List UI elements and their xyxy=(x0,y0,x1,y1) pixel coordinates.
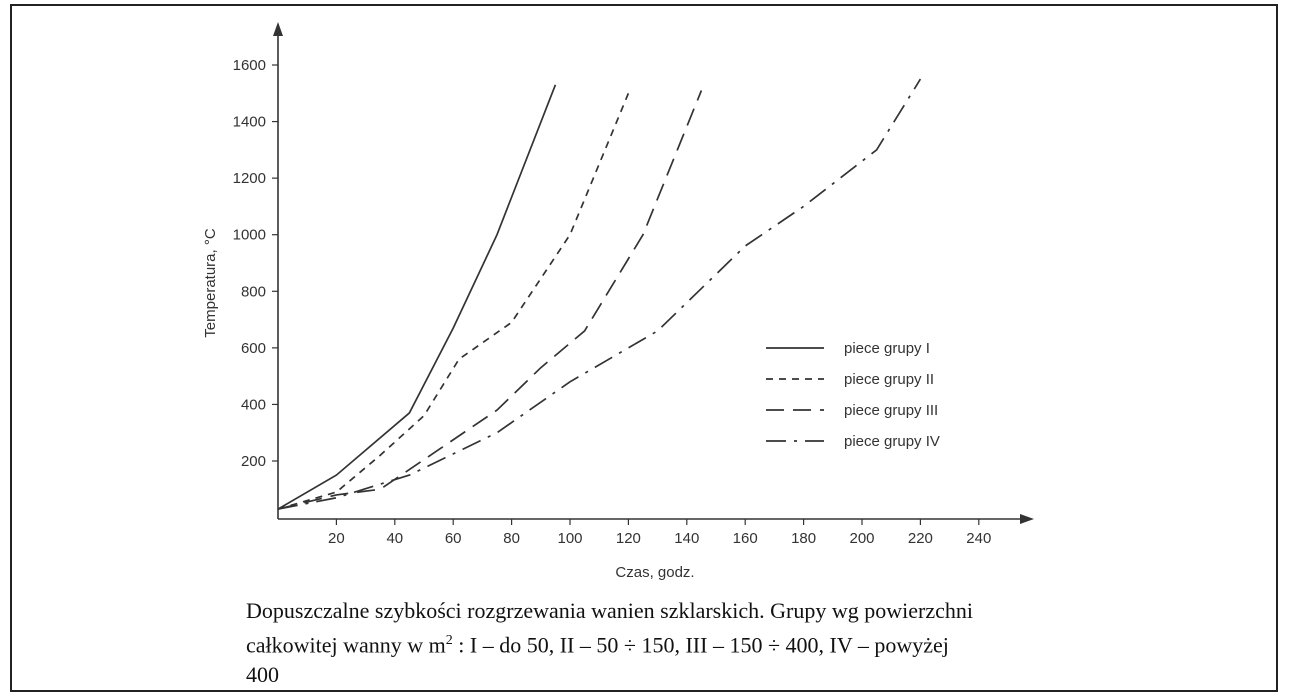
legend-label-2: piece grupy II xyxy=(844,371,934,388)
legend-label-1: piece grupy I xyxy=(844,340,930,357)
x-tick-label: 60 xyxy=(445,530,462,547)
caption-line-1: Dopuszczalne szybkości rozgrzewania wani… xyxy=(246,598,973,623)
y-tick-label: 1400 xyxy=(233,114,266,131)
x-tick-label: 220 xyxy=(908,530,933,547)
x-tick-label: 240 xyxy=(966,530,991,547)
y-axis-arrow xyxy=(273,22,283,36)
x-tick-label: 160 xyxy=(733,530,758,547)
y-tick-label: 1200 xyxy=(233,170,266,187)
x-axis-label: Czas, godz. xyxy=(615,564,694,581)
y-axis-label: Temperatura, °C xyxy=(202,228,219,338)
series-line-3 xyxy=(277,90,703,510)
caption-line-3: 400 xyxy=(246,662,279,688)
caption-superscript: 2 xyxy=(445,633,453,648)
caption-line-2: całkowitej wanny w m2 : I – do 50, II – … xyxy=(246,626,1246,660)
series-line-1 xyxy=(277,84,557,510)
caption-line-2-text: całkowitej wanny w m xyxy=(246,632,446,658)
x-tick-label: 100 xyxy=(557,530,582,547)
x-tick-label: 200 xyxy=(849,530,874,547)
chart-series xyxy=(277,78,922,510)
y-tick-label: 400 xyxy=(241,396,266,413)
figure-frame: 20 40 60 80 100 120 140 160 180 200 220 240 200 400 60… xyxy=(10,4,1278,692)
y-tick-label: 200 xyxy=(241,453,266,470)
legend-label-4: piece grupy IV xyxy=(844,433,940,450)
x-tick-label: 140 xyxy=(674,530,699,547)
caption-line-2-rest: : I – do 50, II – 50 ÷ 150, III – 150 ÷ … xyxy=(452,632,949,658)
y-tick-label: 600 xyxy=(241,340,266,357)
series-line-2 xyxy=(277,92,630,510)
legend-label-3: piece grupy III xyxy=(844,402,938,419)
y-tick-label: 1000 xyxy=(233,227,266,244)
x-tick-label: 80 xyxy=(503,530,520,547)
chart-ticks: 20 40 60 80 100 120 140 160 180 200 220 240 200 400 60… xyxy=(233,57,992,547)
x-tick-label: 120 xyxy=(616,530,641,547)
y-tick-label: 800 xyxy=(241,283,266,300)
x-tick-label: 180 xyxy=(791,530,816,547)
figure-caption: Dopuszczalne szybkości rozgrzewania wani… xyxy=(246,596,1246,690)
y-tick-label: 1600 xyxy=(233,57,266,74)
chart-legend: piece grupy I piece grupy II piece grupy I… xyxy=(766,340,940,450)
x-tick-label: 40 xyxy=(386,530,403,547)
x-axis-arrow xyxy=(1020,514,1034,524)
x-tick-label: 20 xyxy=(328,530,345,547)
line-chart: 20 40 60 80 100 120 140 160 180 200 220 240 200 400 60… xyxy=(202,22,1034,581)
series-line-4 xyxy=(277,78,922,510)
chart-axes xyxy=(273,22,1034,524)
